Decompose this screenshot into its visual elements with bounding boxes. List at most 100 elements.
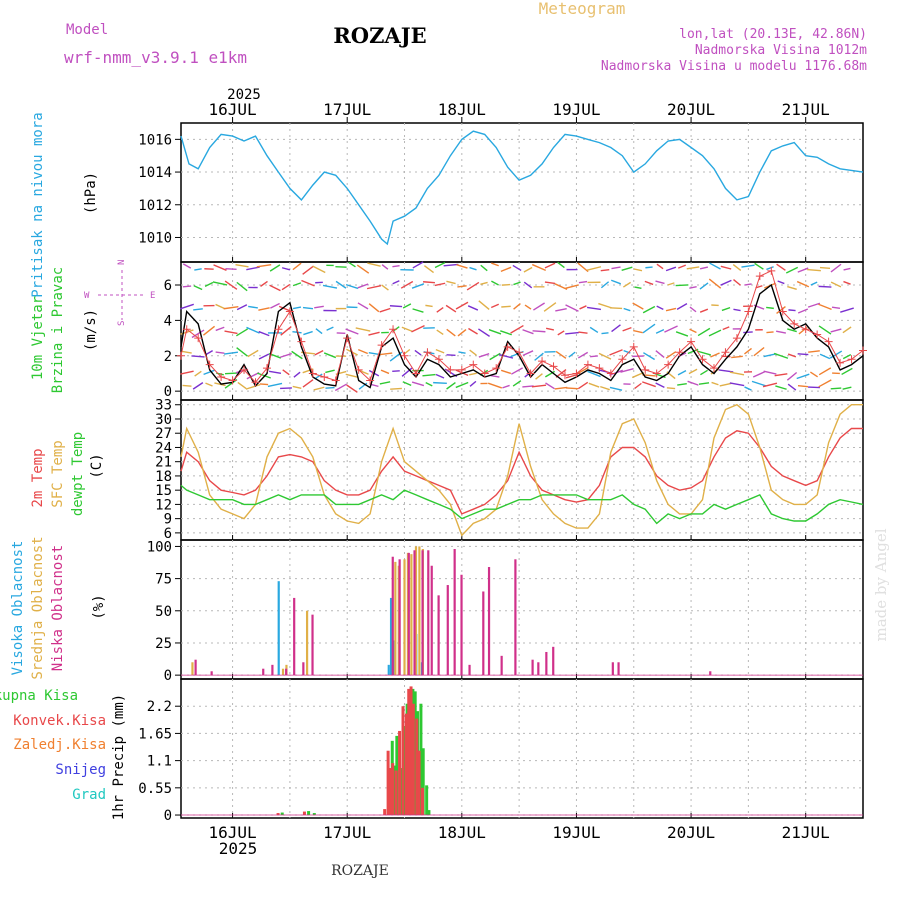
wind-arrow — [818, 379, 832, 388]
wind-arrow — [446, 382, 456, 390]
wind-arrow — [722, 326, 730, 331]
wind-arrow — [744, 386, 752, 391]
bar-niska-oblacnost — [302, 662, 305, 676]
wind-arrow — [544, 262, 556, 269]
wind-arrow — [260, 280, 268, 287]
gust-marker — [503, 342, 512, 351]
wind-arrow — [842, 386, 852, 390]
bar-niska-oblacnost — [468, 664, 471, 676]
gust-marker — [675, 348, 684, 357]
wind-arrow — [389, 305, 403, 308]
wind-arrow — [381, 284, 389, 291]
wind-arrow — [246, 266, 260, 271]
wind-arrow — [763, 353, 777, 358]
station-title: ROZAJE — [333, 23, 426, 48]
wind-arrow — [236, 281, 248, 292]
wind-arrow — [366, 284, 382, 290]
y-tick-label: 1012 — [138, 198, 172, 214]
bar-ukupna-kisa — [393, 765, 397, 816]
wind-arrow — [577, 351, 589, 359]
wind-arrow — [818, 325, 832, 335]
top-day-label: 19JUL — [552, 100, 600, 119]
wind-arrow — [224, 372, 238, 375]
wind-arrow — [655, 280, 665, 285]
wind-arrow — [469, 380, 477, 387]
bar-niska-oblacnost — [398, 559, 401, 676]
bar-niska-oblacnost — [407, 552, 410, 676]
panel-frame — [180, 678, 864, 819]
gust-marker — [790, 319, 799, 328]
bar-konvek-kisa — [386, 750, 390, 816]
bar-niska-oblacnost — [487, 567, 491, 676]
top-year-label: 2025 — [227, 87, 261, 103]
wind-arrow — [776, 263, 786, 271]
wind-arrow — [830, 281, 842, 288]
wind-arrow — [577, 381, 589, 390]
wind-arrow — [446, 280, 456, 285]
wind-arrow — [808, 350, 820, 353]
wind-arrow — [367, 262, 381, 267]
wind-arrow — [215, 303, 225, 310]
wind-arrow — [301, 279, 315, 287]
wind-arrow — [523, 266, 533, 273]
wind-arrow — [621, 266, 633, 272]
wind-arrow — [545, 382, 555, 390]
bar-srednja-oblacnost — [394, 561, 397, 676]
series-line-dewpt-temp — [180, 484, 864, 525]
wind-arrow — [269, 284, 281, 292]
wind-arrow — [645, 266, 653, 269]
bar-konvek-kisa — [411, 703, 415, 816]
wind-arrow — [291, 350, 303, 360]
bar-srednja-oblacnost — [403, 559, 406, 676]
series-line-pritisak — [180, 130, 864, 246]
wind-arrow — [689, 328, 697, 334]
bar-niska-oblacnost — [194, 659, 197, 676]
wind-arrow — [411, 283, 425, 289]
bar-visoka-oblacnost — [277, 581, 280, 676]
wind-arrow — [697, 350, 711, 356]
bar-niska-oblacnost — [437, 595, 440, 676]
wind-arrow — [414, 349, 422, 356]
gust-marker — [251, 378, 260, 387]
wind-arrow — [565, 387, 579, 390]
wind-arrow — [610, 279, 622, 285]
wind-arrow — [544, 281, 556, 285]
wind-arrow — [631, 371, 645, 379]
wind-arrow — [326, 326, 334, 331]
wind-arrow — [557, 261, 565, 269]
wind-arrow — [709, 262, 721, 270]
wind-arrow — [699, 282, 709, 290]
wind-arrow — [205, 350, 213, 356]
wind-direction-arrows — [180, 261, 854, 393]
gust-marker — [434, 355, 443, 364]
wind-arrow — [282, 369, 290, 376]
precip-label-hail: Grad — [72, 787, 106, 803]
wind-arrow — [733, 308, 741, 312]
bar-ukupna-kisa — [280, 812, 284, 816]
wind-arrow — [686, 266, 700, 270]
wind-arrow — [555, 350, 567, 359]
wind-arrow — [708, 329, 722, 337]
wind-arrow — [807, 302, 821, 308]
wind-arrow — [751, 380, 767, 387]
wind-arrow — [457, 285, 467, 288]
wind-arrow — [729, 382, 745, 387]
wind-arrow — [315, 328, 323, 335]
wind-arrow — [224, 330, 238, 335]
wind-arrow — [490, 374, 500, 378]
wind-arrow — [546, 327, 554, 331]
wind-arrow — [182, 384, 192, 387]
wind-arrow — [732, 264, 742, 271]
gust-marker — [538, 357, 547, 366]
wind-arrow — [699, 308, 709, 313]
bar-konvek-kisa — [276, 813, 280, 816]
gust-marker — [366, 376, 375, 385]
wind-arrow — [334, 383, 348, 392]
wind-arrow — [270, 302, 280, 309]
wind-arrow — [357, 283, 369, 289]
wind-arrow — [224, 280, 238, 290]
wind-arrow — [611, 324, 621, 333]
wind-arrow — [235, 328, 249, 337]
wind-arrow — [501, 283, 511, 286]
wind-arrow — [258, 330, 270, 337]
